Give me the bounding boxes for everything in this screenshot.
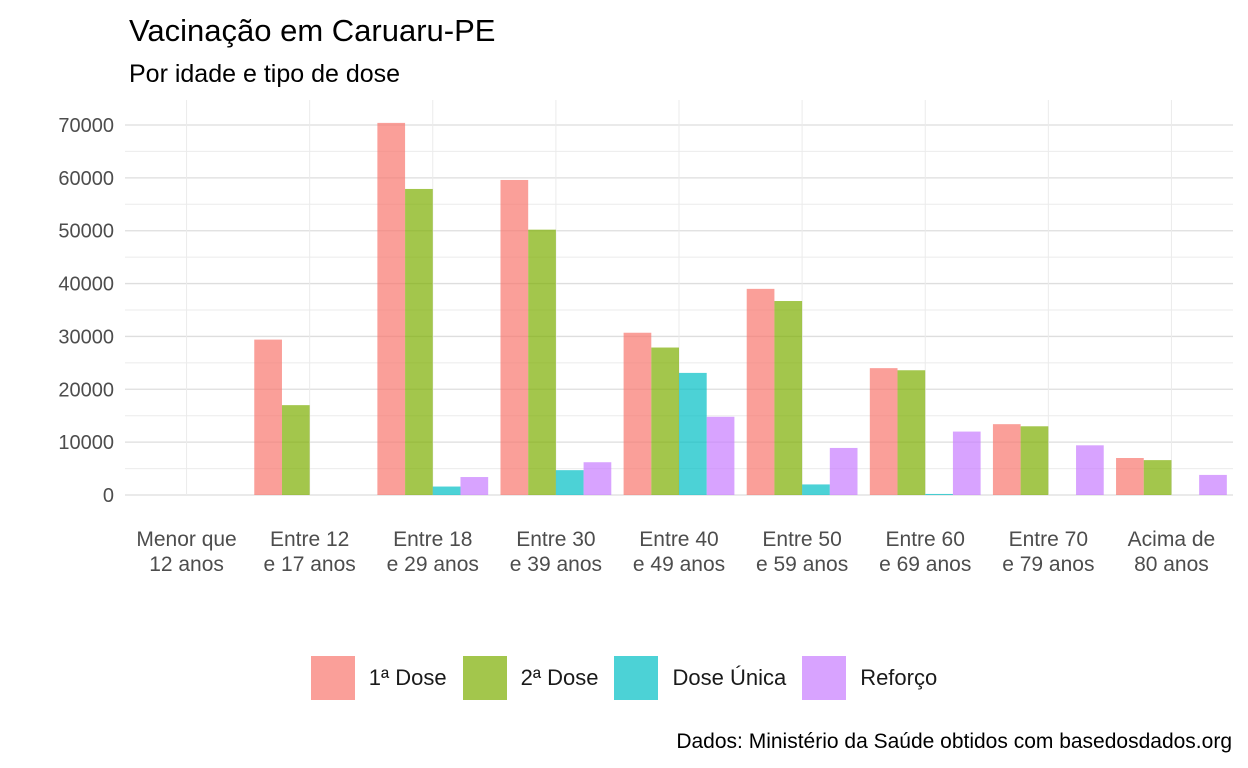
legend-item: Dose Única	[614, 656, 786, 700]
legend-label: 2ª Dose	[520, 665, 599, 690]
bar-4-7	[952, 431, 981, 495]
y-tick-label: 70000	[58, 115, 114, 137]
x-tick-label: Menor que 12 anos	[136, 528, 236, 576]
bar-3-6	[802, 484, 830, 495]
bar-2-7	[897, 370, 926, 495]
bar-2-3	[405, 188, 433, 495]
bar-3-3	[432, 486, 461, 495]
y-tick-label: 60000	[58, 168, 114, 190]
y-tick-label: 10000	[58, 432, 114, 454]
bar-1-8	[992, 424, 1021, 495]
bar-3-7	[925, 493, 953, 495]
x-tick-label: Entre 40 e 49 anos	[633, 528, 725, 576]
x-tick-label: Entre 18 e 29 anos	[387, 528, 479, 576]
bar-2-8	[1020, 426, 1049, 495]
chart-caption: Dados: Ministério da Saúde obtidos com b…	[676, 730, 1232, 753]
bar-2-6	[774, 301, 803, 495]
bar-1-4	[500, 179, 529, 495]
legend-item: 1ª Dose	[310, 656, 447, 700]
y-tick-label: 30000	[58, 326, 114, 348]
bar-4-4	[583, 462, 612, 495]
chart-title: Vacinação em Caruaru-PE	[129, 13, 496, 48]
bar-1-5	[623, 332, 652, 495]
legend-item: Reforço	[802, 656, 937, 700]
bar-3-5	[679, 372, 707, 495]
bar-4-5	[706, 416, 735, 495]
x-tick-label: Entre 50 e 59 anos	[756, 528, 848, 576]
bar-2-2	[281, 405, 310, 495]
bar-2-5	[651, 347, 679, 495]
bar-1-2	[254, 339, 282, 495]
x-tick-label: Entre 60 e 69 anos	[879, 528, 971, 576]
chart-legend: 1ª Dose 2ª Dose Dose Única Reforço	[0, 656, 1248, 700]
bar-1-6	[746, 288, 775, 495]
y-tick-label: 40000	[58, 274, 114, 296]
bar-1-3	[377, 122, 406, 495]
legend-label: 1ª Dose	[368, 665, 447, 690]
bar-4-3	[460, 477, 489, 495]
bar-3-4	[555, 470, 584, 495]
bar-4-9	[1199, 474, 1227, 495]
y-tick-label: 20000	[58, 379, 114, 401]
x-tick-label: Entre 30 e 39 anos	[510, 528, 602, 576]
legend-label: Reforço	[860, 665, 938, 690]
bar-2-4	[528, 229, 556, 495]
legend-key	[310, 656, 355, 700]
legend-key	[802, 656, 847, 700]
bar-2-9	[1143, 460, 1172, 495]
legend-key	[614, 656, 659, 700]
bar-1-9	[1116, 458, 1144, 495]
bar-1-7	[869, 368, 898, 495]
x-tick-label: Entre 12 e 17 anos	[264, 528, 356, 576]
bar-4-6	[829, 447, 858, 495]
bar-4-8	[1076, 445, 1104, 495]
y-tick-label: 50000	[58, 221, 114, 243]
chart-subtitle: Por idade e tipo de dose	[129, 60, 401, 88]
legend-label: Dose Única	[672, 665, 787, 690]
legend-key	[462, 656, 507, 700]
y-tick-label: 0	[103, 485, 114, 507]
x-tick-label: Entre 70 e 79 anos	[1002, 528, 1094, 576]
legend-item: 2ª Dose	[462, 656, 599, 700]
x-tick-label: Acima de 80 anos	[1128, 528, 1216, 576]
